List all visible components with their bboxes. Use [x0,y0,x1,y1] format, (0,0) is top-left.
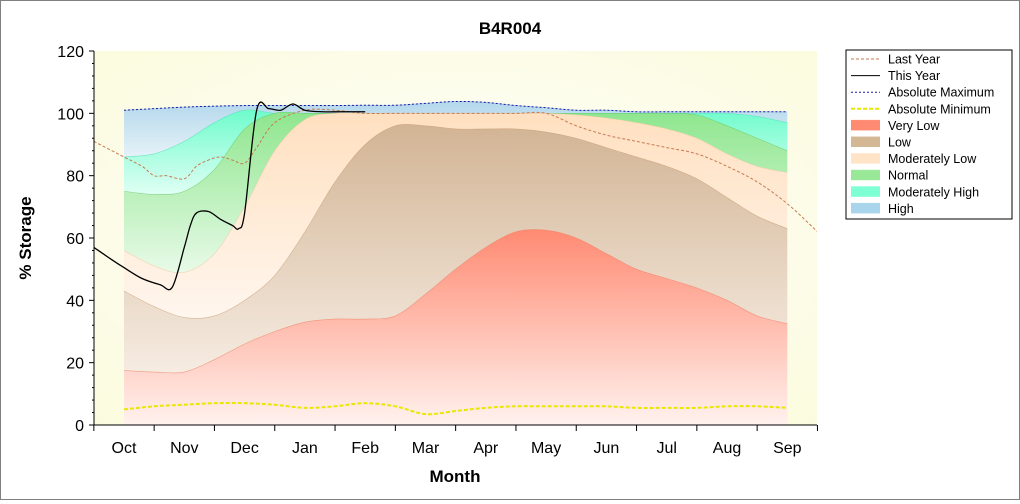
series-absolute-minimum [123,401,788,416]
legend-swatch [851,120,880,131]
band-moderately-low-edge [123,112,788,274]
legend-swatch [851,170,880,181]
legend-swatch [851,153,880,164]
y-tick-label: 40 [66,293,84,310]
x-tick-label: Nov [170,440,198,457]
legend-item: Absolute Minimum [851,102,991,116]
chart-title: B4R004 [479,19,542,38]
legend-item: High [851,202,914,216]
x-tick-label: Aug [713,440,741,457]
y-axis-label: % Storage [16,196,35,279]
x-ticks: Oct Nov Dec Jan Feb Mar Apr May Jun Jul Aug Sep [93,425,818,457]
legend-label: High [888,202,914,216]
y-ticks: 0 20 40 60 80 100 120 [57,44,94,435]
legend-item: Very Low [851,119,940,133]
y-tick-label: 120 [57,44,84,61]
legend-item: Low [851,136,912,150]
legend-label: Very Low [888,119,940,133]
band-moderately-low [124,112,788,319]
series-absolute-maximum [123,100,788,113]
legend-item: Moderately High [851,185,979,199]
x-tick-label: Oct [112,440,137,457]
legend-label: Normal [888,169,928,183]
y-tick-label: 0 [75,418,84,435]
legend-label: This Year [888,69,940,83]
legend-item: Normal [851,169,928,183]
legend-label: Absolute Minimum [888,102,991,116]
band-very-low-edge [123,229,788,374]
legend-item: Absolute Maximum [851,86,994,100]
x-tick-label: Apr [473,440,499,457]
legend-label: Low [888,136,912,150]
band-normal [124,112,788,273]
band-low-edge [123,123,788,319]
legend-label: Last Year [888,53,940,67]
x-tick-label: Sep [773,440,802,457]
x-tick-label: Dec [230,440,258,457]
band-moderately-high [124,109,788,195]
x-tick-label: Jul [656,440,676,457]
band-low [124,124,788,374]
series-this-year [94,101,366,291]
x-axis-label: Month [430,467,481,486]
band-very-low [124,229,788,425]
x-tick-label: May [531,440,561,457]
y-tick-label: 80 [66,169,84,186]
legend-item: Last Year [851,53,940,67]
y-tick-label: 100 [57,106,84,123]
legend-label: Moderately Low [888,152,977,166]
legend-swatch [851,186,880,197]
storage-bands [123,101,788,425]
x-tick-label: Jan [292,440,318,457]
x-tick-label: Jun [594,440,620,457]
legend-label: Moderately High [888,185,979,199]
legend-item: Moderately Low [851,152,977,166]
legend-label: Absolute Maximum [888,86,994,100]
legend-item: This Year [851,69,940,83]
legend-swatch [851,203,880,214]
legend: Last Year This Year Absolute Maximum Absolu… [845,49,1013,220]
y-tick-label: 20 [66,356,84,373]
data-lines [94,100,817,416]
y-tick-label: 60 [66,231,84,248]
x-tick-label: Mar [412,440,440,457]
x-tick-label: Feb [351,440,379,457]
legend-swatch [851,137,880,147]
series-last-year [94,108,817,233]
